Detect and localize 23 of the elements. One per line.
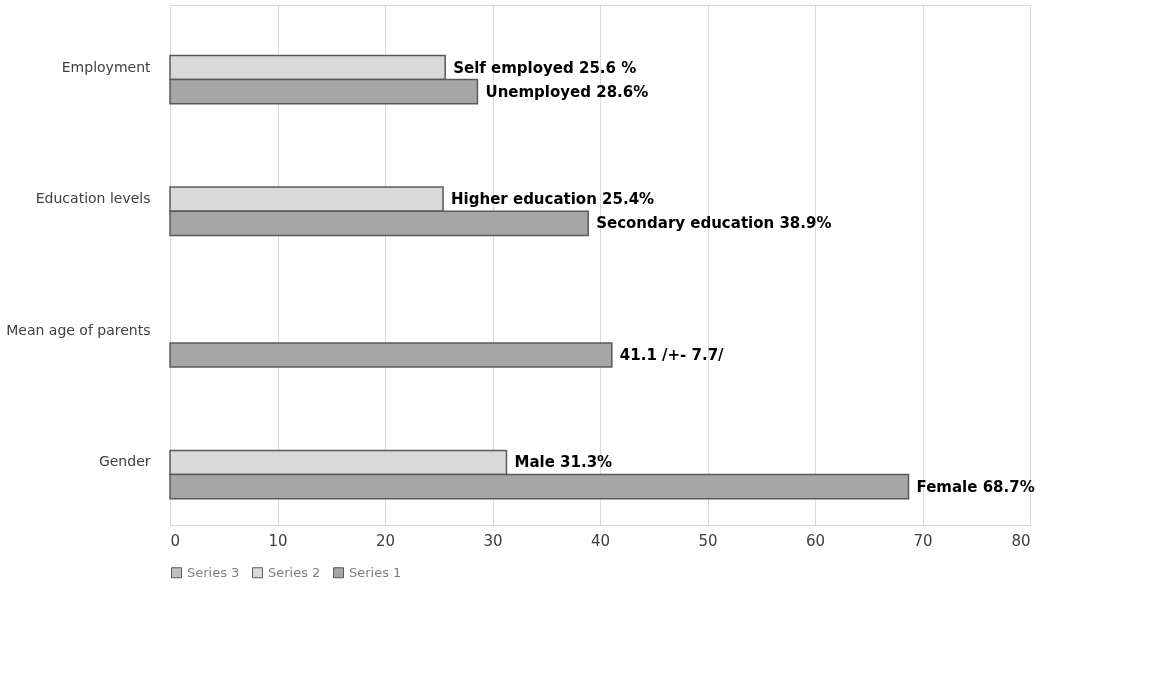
data-label: Secondary education 38.9% (596, 214, 832, 233)
x-tick-label: 40 (590, 531, 611, 550)
x-tick-label: 80 (1011, 531, 1031, 550)
x-tick-label: 30 (483, 531, 503, 550)
x-tick-label: 0 (170, 531, 181, 550)
y-tick-label: Employment (61, 58, 151, 75)
x-tick-label: 60 (805, 531, 826, 550)
y-tick-label: Mean age of parents (6, 321, 151, 338)
data-label: Higher education 25.4% (451, 190, 655, 209)
legend-label: Series 2 (268, 564, 321, 580)
data-label: Female 68.7% (916, 477, 1035, 496)
legend-label: Series 3 (187, 564, 240, 580)
x-tick-label: 10 (268, 531, 288, 550)
data-label: 41.1 /+- 7.7/ (619, 345, 725, 364)
y-tick-label: Education levels (35, 190, 151, 207)
legend-label: Series 1 (349, 564, 402, 580)
data-label: Male 31.3% (514, 453, 613, 472)
x-tick-label: 50 (698, 531, 718, 550)
y-tick-label: Gender (98, 453, 151, 470)
x-tick-label: 20 (375, 531, 396, 550)
data-label: Self employed 25.6 % (453, 58, 637, 77)
x-tick-label: 70 (913, 531, 933, 550)
data-label: Unemployed 28.6% (485, 82, 649, 101)
